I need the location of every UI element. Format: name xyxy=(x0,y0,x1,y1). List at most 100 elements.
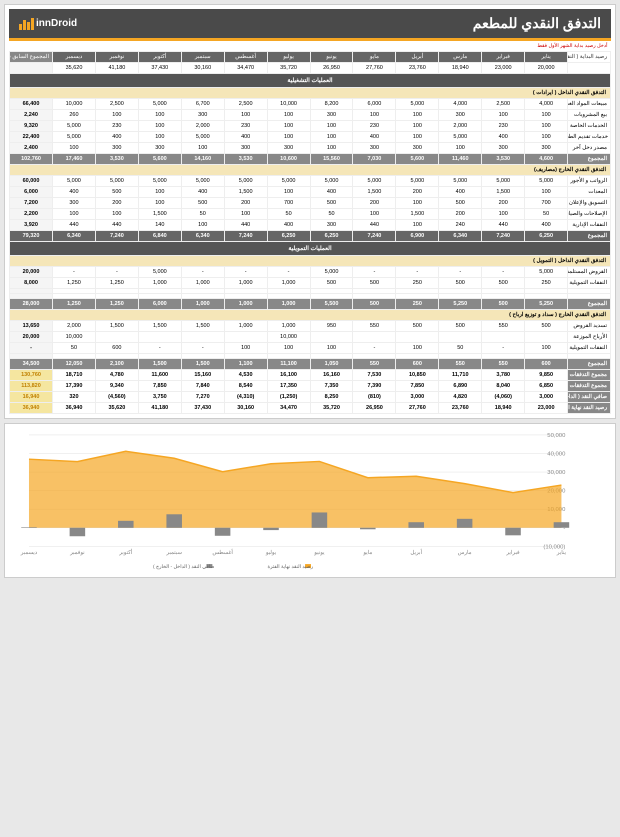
cell: 23,760 xyxy=(439,403,482,414)
table-row: النفقات الإدارية400440240100440300400440… xyxy=(10,220,611,231)
chart: (10,000)-10,00020,00030,00040,00050,000ي… xyxy=(4,423,616,578)
cell: 100 xyxy=(138,110,181,121)
cell: 5,000 xyxy=(138,176,181,187)
sub-header: التدفق النقدي الداخل ( ايرادات ) xyxy=(10,88,611,99)
cashflow-table: أدخل رصيد بداية الشهر الأول فقط رصيد الب… xyxy=(9,41,611,414)
table-row: القروض المستلمة5,000----5,000---5,000--2… xyxy=(10,267,611,278)
cell: 5,000 xyxy=(525,267,568,278)
svg-text:صافي النقد ( الداخل - الخارج ): صافي النقد ( الداخل - الخارج ) xyxy=(153,564,214,570)
cell: 34,470 xyxy=(267,403,310,414)
cell: 30,160 xyxy=(181,63,224,74)
cell: 500 xyxy=(439,198,482,209)
cell: 6,900 xyxy=(396,231,439,242)
cell: 250 xyxy=(396,299,439,310)
cell: 140 xyxy=(138,220,181,231)
cell: مصدر دخل آخر xyxy=(568,143,611,154)
cell xyxy=(525,332,568,343)
cell: 600 xyxy=(525,359,568,370)
cell: المعدات xyxy=(568,187,611,198)
cell: 1,500 xyxy=(353,187,396,198)
cell: 100 xyxy=(267,343,310,354)
cell: 550 xyxy=(353,359,396,370)
cell: 700 xyxy=(525,198,568,209)
cell: 6,250 xyxy=(267,231,310,242)
cell: 7,240 xyxy=(353,231,396,242)
cell: المجموع xyxy=(568,154,611,165)
cell: 5,000 xyxy=(353,176,396,187)
cell xyxy=(10,63,53,74)
cell: 100 xyxy=(396,132,439,143)
logo: innDroid xyxy=(19,18,77,30)
cell: 1,000 xyxy=(181,299,224,310)
cell: 18,940 xyxy=(439,63,482,74)
cell: 320 xyxy=(53,392,96,403)
cell: - xyxy=(482,267,525,278)
cell xyxy=(482,332,525,343)
section-header: العمليات التشغيلية xyxy=(10,74,611,88)
cell: 1,000 xyxy=(224,278,267,289)
cell: 1,500 xyxy=(95,321,138,332)
cell: 1,000 xyxy=(267,321,310,332)
cell: 1,000 xyxy=(267,278,310,289)
cell: 100 xyxy=(138,187,181,198)
cell: 6,000 xyxy=(10,187,53,198)
logo-text: innDroid xyxy=(36,18,77,29)
cell: 8,000 xyxy=(10,278,53,289)
subtotal-row: المجموع6,2507,2406,3406,9007,2406,2506,2… xyxy=(10,231,611,242)
cell: 3,530 xyxy=(482,154,525,165)
cell: 10,600 xyxy=(267,154,310,165)
cell: 8,250 xyxy=(310,392,353,403)
header-cell: أكتوبر xyxy=(138,52,181,63)
cell: 300 xyxy=(310,110,353,121)
cell: 230 xyxy=(353,121,396,132)
cell: 250 xyxy=(525,278,568,289)
cell: 2,240 xyxy=(10,110,53,121)
cell: 200 xyxy=(95,198,138,209)
cell: 9,340 xyxy=(95,381,138,392)
cell: 6,340 xyxy=(53,231,96,242)
cell: 100 xyxy=(482,209,525,220)
cell: 26,950 xyxy=(353,403,396,414)
cell: 400 xyxy=(267,220,310,231)
cell: 1,500 xyxy=(181,321,224,332)
cell: 500 xyxy=(181,198,224,209)
svg-text:فبراير: فبراير xyxy=(505,550,520,556)
cell: 100 xyxy=(525,132,568,143)
cell: 5,000 xyxy=(181,132,224,143)
cell: 100 xyxy=(267,132,310,143)
cell: 440 xyxy=(224,220,267,231)
cell: 6,000 xyxy=(353,99,396,110)
cell: 3,000 xyxy=(525,392,568,403)
cell: 300 xyxy=(224,143,267,154)
cell: 100 xyxy=(138,132,181,143)
cell: 2,500 xyxy=(482,99,525,110)
cell: 500 xyxy=(310,198,353,209)
cell: 300 xyxy=(267,143,310,154)
cell: 260 xyxy=(53,110,96,121)
cell: 2,500 xyxy=(224,99,267,110)
cell: 1,500 xyxy=(138,321,181,332)
cell: 5,000 xyxy=(138,99,181,110)
cell: 500 xyxy=(95,187,138,198)
cell: 20,000 xyxy=(525,63,568,74)
cell: 250 xyxy=(396,278,439,289)
cell: 17,350 xyxy=(267,381,310,392)
header-cell: سبتمبر xyxy=(181,52,224,63)
cell: 7,850 xyxy=(138,381,181,392)
table-row: خدمات تقديم الطعام1004005,00010040010010… xyxy=(10,132,611,143)
cell: 100 xyxy=(396,121,439,132)
cell: 230 xyxy=(95,121,138,132)
cell: 2,000 xyxy=(181,121,224,132)
table-row: الأرباح الموزعة10,00010,00020,000 xyxy=(10,332,611,343)
cell: - xyxy=(53,267,96,278)
table-row: النفقات التمويلية الأخرى2505005002505005… xyxy=(10,278,611,289)
svg-text:40,000: 40,000 xyxy=(547,451,566,457)
cell: 2,000 xyxy=(53,321,96,332)
cell: 100 xyxy=(138,198,181,209)
table-row: مصدر دخل آخر3003001003003001003003001003… xyxy=(10,143,611,154)
cell: 7,240 xyxy=(224,231,267,242)
cell: 11,710 xyxy=(439,370,482,381)
cell: 100 xyxy=(138,121,181,132)
cell: 400 xyxy=(53,187,96,198)
cell: 17,390 xyxy=(53,381,96,392)
